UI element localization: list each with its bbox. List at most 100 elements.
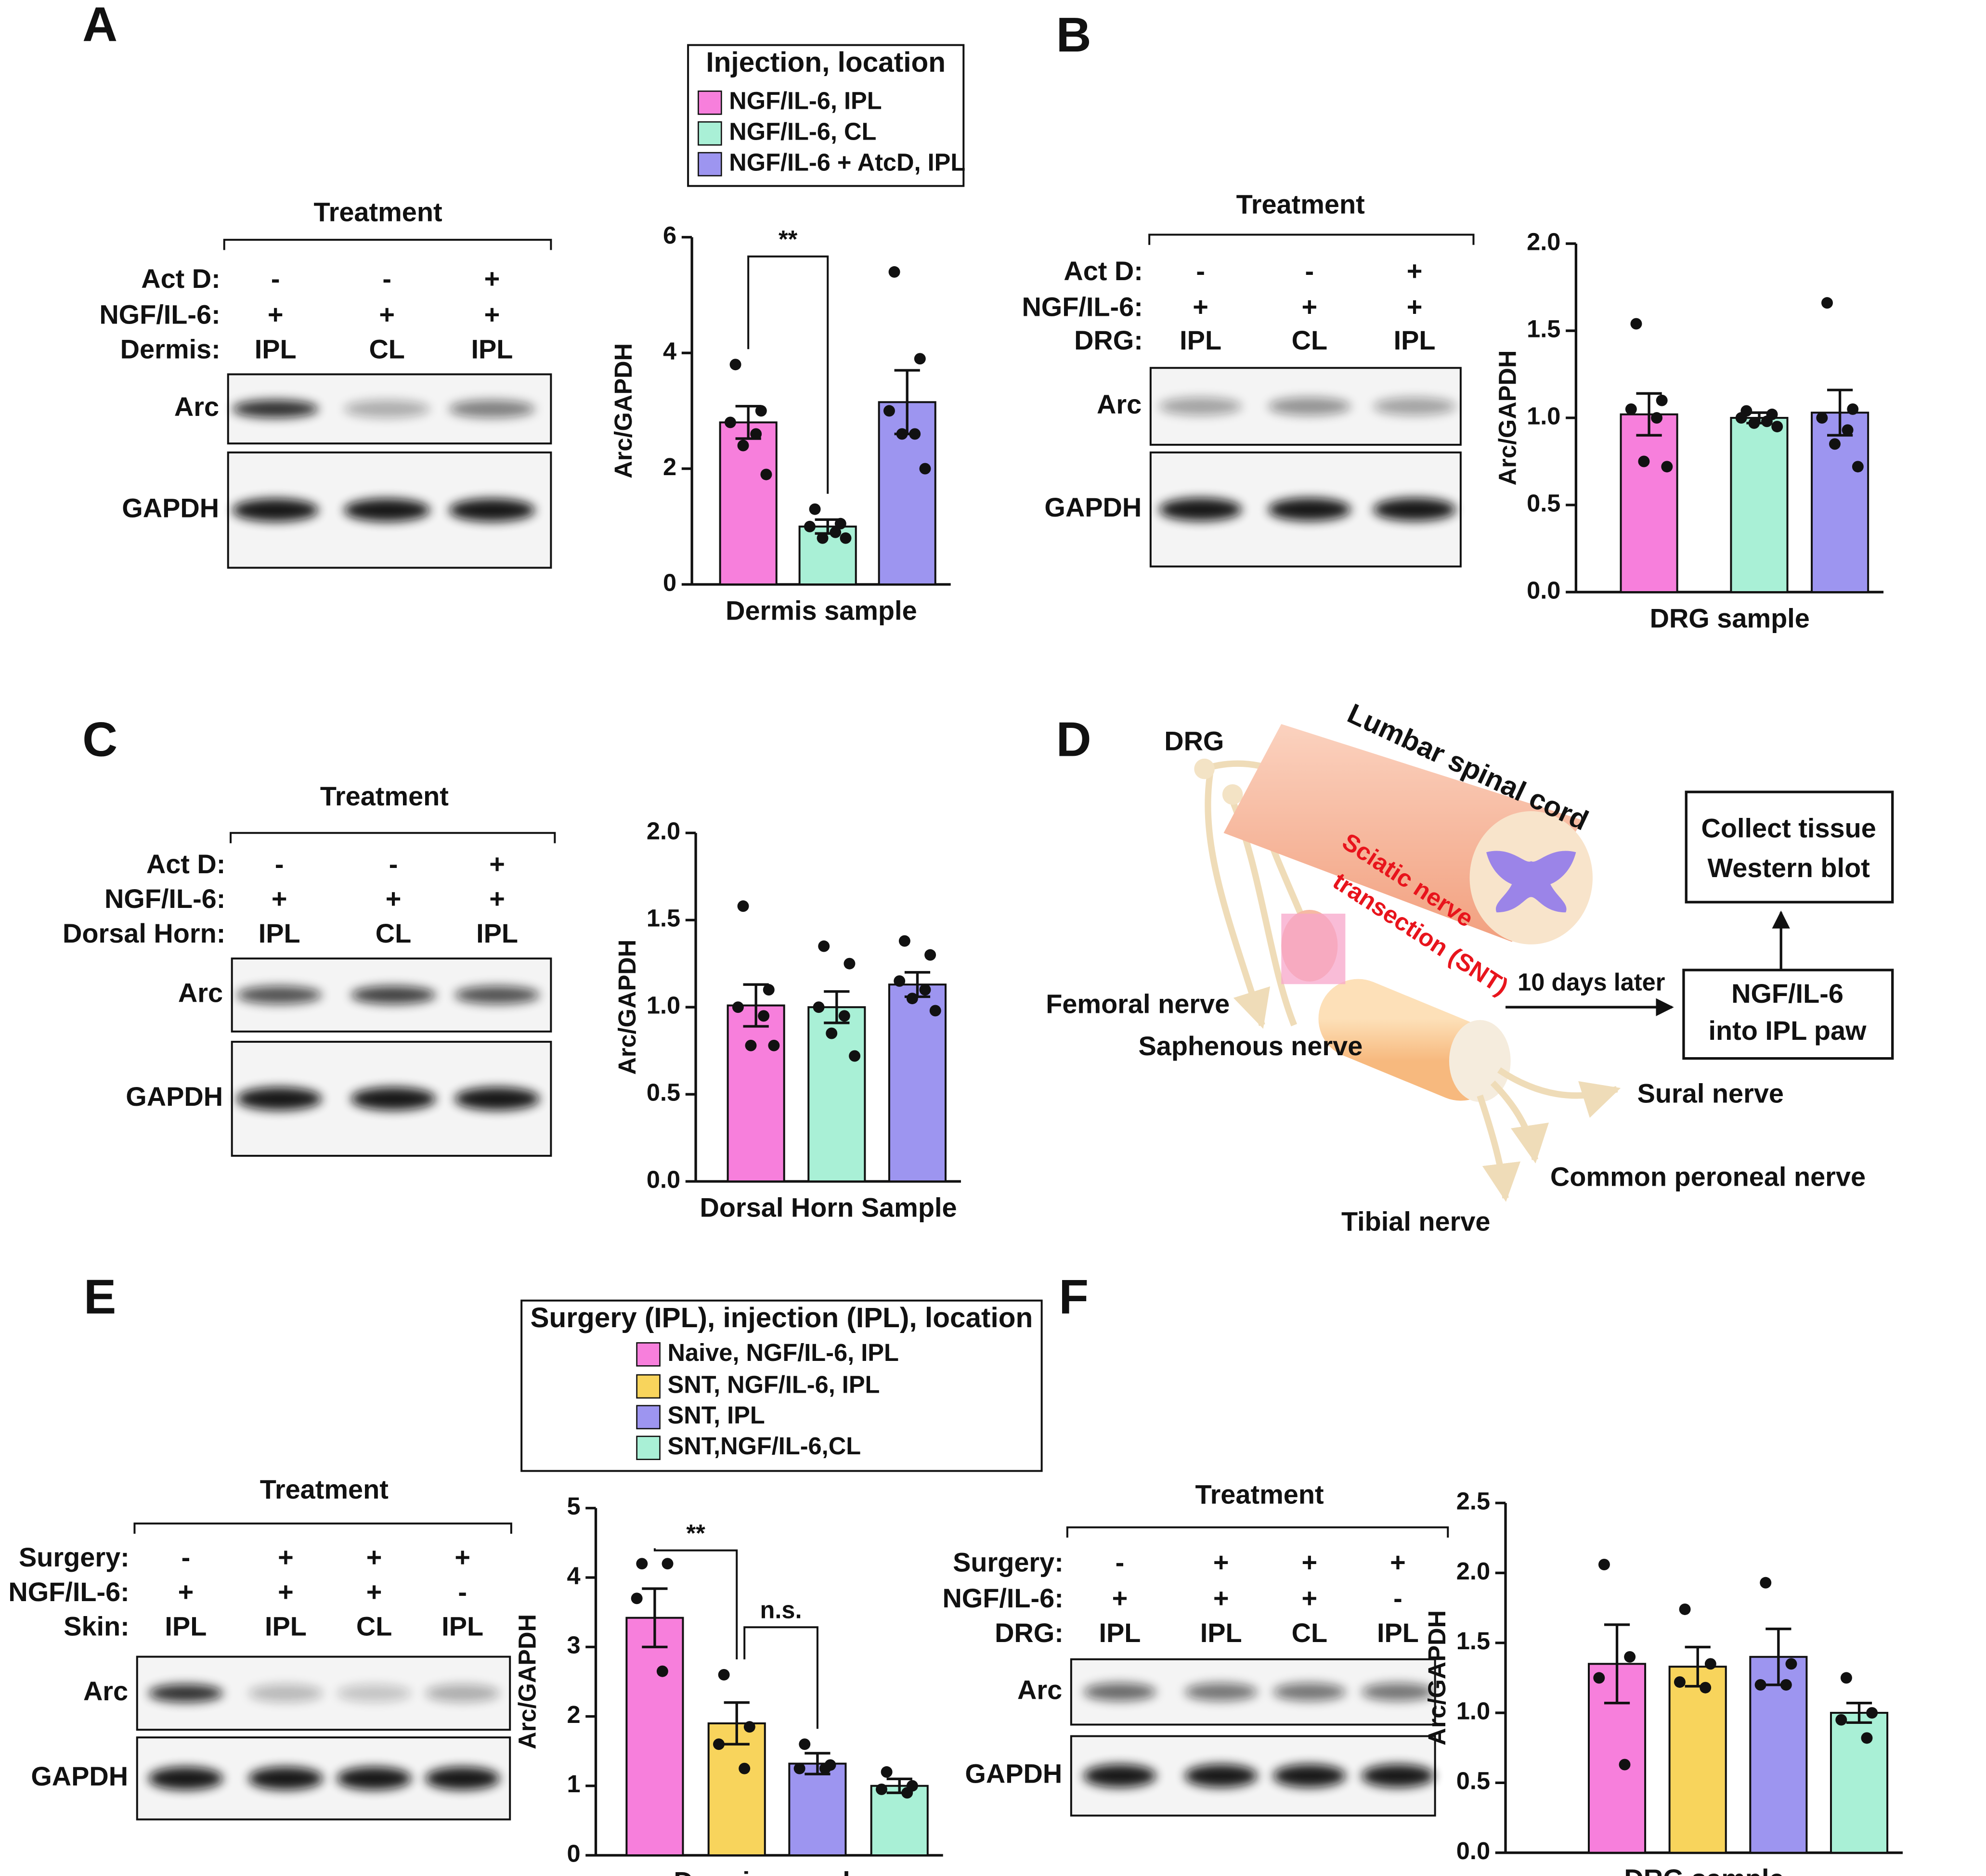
row-label: NGF/IL-6: (942, 1583, 1063, 1613)
row-cell: - (271, 263, 280, 294)
y-tick-label: 0 (663, 569, 676, 596)
row-cell: - (382, 263, 391, 294)
data-point (906, 993, 918, 1005)
data-point (909, 428, 921, 440)
band (236, 986, 322, 1004)
data-point (755, 405, 767, 417)
band (248, 1767, 323, 1790)
significance-bracket (743, 1626, 818, 1729)
data-point (636, 1558, 648, 1570)
legend-swatch (636, 1405, 661, 1430)
row-cell: IPL (1180, 325, 1221, 355)
row-label: DRG: (1074, 325, 1143, 355)
data-point (1785, 1658, 1797, 1670)
bar (788, 1762, 847, 1856)
label: Sural nerve (1637, 1078, 1784, 1109)
box-text: into IPL paw (1708, 1015, 1867, 1046)
data-point (713, 1738, 725, 1750)
row-cell: IPL (441, 1611, 483, 1642)
band (1373, 397, 1456, 415)
legend-swatch (698, 152, 722, 177)
data-point (819, 1762, 831, 1774)
y-tick-label: 6 (663, 221, 676, 249)
row-cell: + (278, 1542, 294, 1572)
data-point (838, 1010, 850, 1022)
significance-label: ** (779, 225, 798, 253)
band-label: GAPDH (126, 1081, 223, 1112)
row-cell: + (1112, 1583, 1128, 1613)
band-label: Arc (178, 978, 223, 1008)
data-point (737, 440, 749, 452)
bracket (133, 1522, 512, 1534)
row-cell: IPL (1394, 325, 1436, 355)
nerve-line (1205, 768, 1271, 1029)
data-point (896, 428, 908, 440)
blot-title: Treatment (1236, 189, 1365, 220)
y-axis-label: Arc/GAPDH (610, 343, 637, 479)
row-cell: CL (376, 918, 411, 948)
band (344, 498, 430, 522)
row-cell: + (1302, 1547, 1318, 1578)
data-point (809, 503, 821, 515)
data-point (768, 1039, 780, 1051)
band (449, 498, 535, 522)
data-point (804, 520, 816, 532)
bracket (1066, 1526, 1449, 1538)
band-label: Arc (174, 391, 219, 422)
data-point (1630, 318, 1642, 330)
data-point (929, 1005, 941, 1017)
y-tick-label: 0.5 (647, 1079, 680, 1106)
row-cell: + (1407, 292, 1423, 322)
band-label: GAPDH (122, 492, 219, 523)
y-tick-label: 0 (567, 1839, 580, 1867)
data-point (1780, 1679, 1792, 1691)
drg (1222, 784, 1243, 805)
legend-entry: NGF/IL-6, CL (729, 118, 876, 145)
band (344, 400, 430, 418)
data-point (1829, 438, 1841, 450)
label: Femoral nerve (1046, 988, 1230, 1019)
data-point (1679, 1604, 1691, 1615)
data-point (1735, 412, 1747, 424)
data-point (901, 1787, 913, 1799)
band (1268, 397, 1351, 415)
row-cell: CL (1292, 325, 1327, 355)
band (1361, 1764, 1435, 1787)
row-cell: IPL (265, 1611, 307, 1642)
row-cell: IPL (259, 918, 300, 948)
legend-swatch (636, 1436, 661, 1460)
data-point (737, 900, 749, 912)
significance-bracket (653, 1548, 738, 1660)
bar (807, 1006, 866, 1183)
row-cell: IPL (1099, 1617, 1141, 1648)
panel-letter: F (1059, 1269, 1089, 1324)
legend-box (520, 1299, 1043, 1472)
y-tick-label: 1.5 (1527, 315, 1560, 342)
blot-title: Treatment (314, 197, 442, 227)
band (449, 400, 535, 418)
band-label: GAPDH (31, 1761, 128, 1791)
data-point (729, 359, 741, 371)
row-cell: - (275, 849, 284, 879)
data-point (1842, 424, 1854, 436)
y-axis-label: Arc/GAPDH (1423, 1610, 1451, 1746)
data-point (1700, 1682, 1712, 1694)
data-point (1771, 421, 1783, 433)
data-point (1840, 1672, 1852, 1684)
band (454, 986, 540, 1004)
x-axis-label: Dermis sample (674, 1866, 865, 1876)
panel-letter: C (82, 712, 117, 767)
band (350, 1087, 436, 1111)
bar (1620, 413, 1678, 593)
y-tick-label: 0.0 (1456, 1837, 1490, 1864)
x-axis-label: DRG sample (1650, 603, 1810, 633)
row-cell: - (1116, 1547, 1125, 1578)
y-tick-label: 0.5 (1527, 489, 1560, 517)
band (1373, 498, 1456, 521)
bar (888, 983, 947, 1183)
bracket (1148, 233, 1475, 245)
y-tick-label: 1.0 (1456, 1697, 1490, 1724)
data-point (883, 405, 895, 417)
